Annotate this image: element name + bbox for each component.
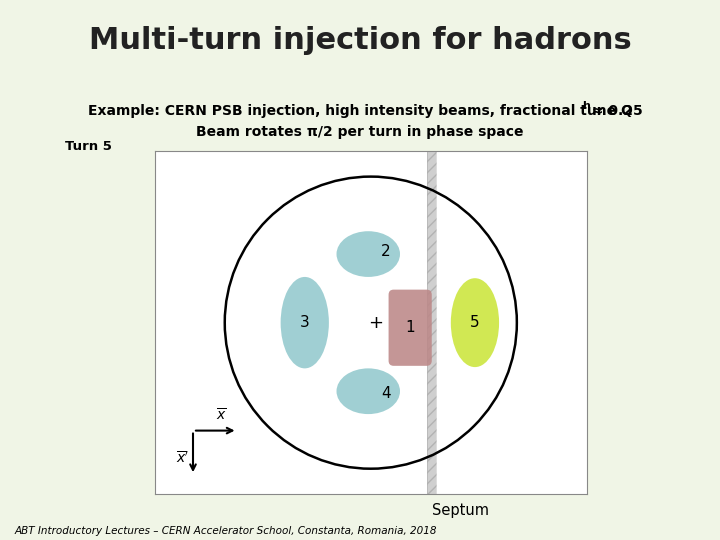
Ellipse shape [336,368,400,414]
Text: Beam rotates π/2 per turn in phase space: Beam rotates π/2 per turn in phase space [197,125,523,139]
Ellipse shape [336,231,400,277]
Text: 2: 2 [381,244,391,259]
Text: h: h [582,102,590,111]
Text: $\overline{x}$: $\overline{x}$ [215,407,226,423]
Text: 1: 1 [405,320,415,335]
Text: 3: 3 [300,315,310,330]
Text: ≈ 0.25: ≈ 0.25 [587,104,642,118]
Text: Septum: Septum [432,503,489,518]
Text: 4: 4 [381,386,391,401]
Bar [427,132,436,513]
Text: +: + [369,314,383,332]
Text: Example: CERN PSB injection, high intensity beams, fractional tune Q: Example: CERN PSB injection, high intens… [88,104,632,118]
Ellipse shape [281,277,329,368]
Text: $\overline{x}'$: $\overline{x}'$ [176,450,189,467]
Bar [427,132,436,513]
Ellipse shape [451,278,499,367]
Text: Turn 5: Turn 5 [65,140,112,153]
Text: 5: 5 [470,315,480,330]
Text: Multi-turn injection for hadrons: Multi-turn injection for hadrons [89,26,631,55]
Text: ABT Introductory Lectures – CERN Accelerator School, Constanta, Romania, 2018: ABT Introductory Lectures – CERN Acceler… [14,525,437,536]
FancyBboxPatch shape [389,289,432,366]
